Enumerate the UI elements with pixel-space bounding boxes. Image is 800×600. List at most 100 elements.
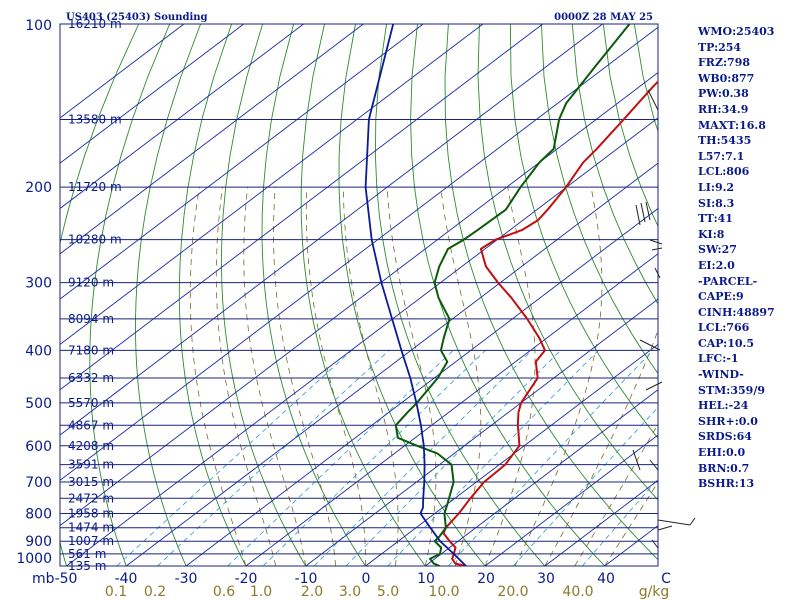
wind-barb (645, 381, 663, 391)
mixing-ratio-line (513, 406, 658, 566)
index-item: BSHR:13 (698, 477, 755, 491)
moist-adiabat (514, 187, 603, 566)
wind-barb (647, 89, 659, 111)
dry-adiabat (89, 24, 171, 566)
index-item: -PARCEL- (698, 274, 758, 288)
height-label: 7180 m (68, 343, 114, 357)
moist-adiabat (386, 187, 437, 566)
index-item: SRDS:64 (698, 430, 752, 444)
index-item: KI:8 (698, 227, 725, 241)
pressure-label: 300 (25, 276, 52, 292)
height-label: 6332 m (68, 371, 114, 385)
mixing-ratio-label: 2.0 (301, 584, 323, 600)
temperature-tick-label: C (661, 571, 671, 587)
index-item: -WIND- (698, 368, 744, 382)
height-label: 10280 m (68, 233, 122, 247)
index-item: TT:41 (698, 212, 733, 226)
index-item: LFC:-1 (698, 352, 739, 366)
wind-barb (651, 247, 663, 251)
wind-barb (635, 204, 641, 226)
wind-barbs (632, 89, 696, 549)
moist-adiabat (243, 187, 307, 566)
height-label: 2472 m (68, 491, 114, 505)
height-label: 4867 m (68, 418, 114, 432)
mixing-ratio-label: 40.0 (562, 584, 593, 600)
height-label: 9120 m (68, 276, 114, 290)
moist-adiabat (343, 187, 399, 566)
dry-adiabat (135, 24, 202, 566)
temperature-line (442, 80, 658, 566)
grid-lines (60, 24, 658, 566)
index-item: SI:8.3 (698, 196, 735, 210)
mixing-ratio-label: 0.2 (144, 584, 166, 600)
isotherm (60, 24, 424, 300)
index-item: HEL:-24 (698, 399, 749, 413)
mixing-ratio-label: 10.0 (428, 584, 459, 600)
index-item: TP:254 (698, 40, 742, 54)
dewpoint-line (394, 24, 631, 566)
pressure-label: 500 (25, 396, 52, 412)
index-item: L57:7.1 (698, 149, 745, 163)
isotherm (60, 72, 658, 527)
dry-adiabat (220, 24, 307, 566)
isotherm (484, 434, 658, 566)
temperature-tick-label: 30 (537, 571, 555, 587)
height-label: 4208 m (68, 439, 114, 453)
pressure-label: 900 (25, 534, 52, 550)
height-label: 16210 m (68, 17, 122, 31)
dry-adiabat (540, 24, 658, 375)
index-item: CINH:48897 (698, 305, 775, 319)
isotherm (60, 24, 603, 436)
wind-barb (657, 519, 691, 526)
sounding-indices-list: WMO:25403 TP:254 FRZ:798 WB0:877 PW:0.38 RH:3… (698, 24, 798, 492)
index-item: MAXT:16.8 (698, 118, 766, 132)
temperature-tick-label: -30 (175, 571, 198, 587)
pressure-label: 100 (25, 18, 52, 34)
index-item: SW:27 (698, 243, 737, 257)
index-item: EHI:0.0 (698, 446, 746, 460)
moist-adiabat (215, 187, 277, 566)
height-labels: 16210 m 13580 m 11720 m 10280 m 9120 m 8094 m… (68, 17, 122, 573)
temperature-tick-label: -50 (55, 571, 78, 587)
mixing-ratio-line (116, 350, 353, 566)
temperature-tick-label: 20 (477, 571, 495, 587)
index-item: STM:359/9 (698, 383, 765, 397)
index-item: RH:34.9 (698, 102, 749, 116)
index-item: TH:5435 (698, 134, 752, 148)
height-label: 1007 m (68, 534, 114, 548)
series-group (364, 24, 658, 566)
mixing-ratio-label: g/kg (639, 584, 670, 600)
mixing-ratio-line (262, 350, 486, 566)
pressure-label: 800 (25, 506, 52, 522)
index-item: LCL:806 (698, 165, 750, 179)
isotherm (60, 24, 185, 119)
height-label: 3015 m (68, 475, 114, 489)
isotherm (60, 26, 658, 481)
height-label: 13580 m (68, 112, 122, 126)
pressure-label: 400 (25, 343, 52, 359)
mixing-ratio-label: 1.0 (250, 584, 272, 600)
index-item: CAP:10.5 (698, 336, 755, 350)
isotherm (60, 24, 364, 255)
mixing-ratio-label: 0.6 (213, 584, 235, 600)
mixing-ratio-line (313, 350, 533, 566)
height-label: 3591 m (68, 458, 114, 472)
index-item: BRN:0.7 (698, 461, 750, 475)
height-label: 11720 m (68, 180, 122, 194)
height-label: 1474 m (68, 521, 114, 535)
pressure-label: 700 (25, 475, 52, 491)
dry-adiabat (571, 24, 658, 305)
mixing-ratio-line (157, 350, 390, 566)
isotherm (245, 253, 658, 566)
isotherm (60, 24, 544, 391)
wind-barb (649, 459, 659, 471)
wind-barb (657, 525, 673, 531)
chart-title: US403 (25403) Sounding (66, 12, 208, 23)
pressure-label: 200 (25, 180, 52, 196)
temperature-tick-label: -10 (295, 571, 318, 587)
parcel-line (364, 24, 467, 566)
mixing-ratio-label: 5.0 (377, 584, 399, 600)
mixing-ratio-line (227, 350, 454, 566)
temperature-tick-label: 0 (362, 571, 371, 587)
